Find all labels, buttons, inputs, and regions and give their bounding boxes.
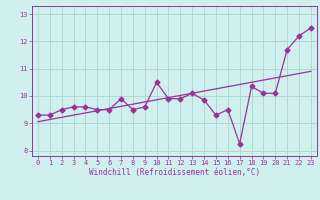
X-axis label: Windchill (Refroidissement éolien,°C): Windchill (Refroidissement éolien,°C): [89, 168, 260, 177]
